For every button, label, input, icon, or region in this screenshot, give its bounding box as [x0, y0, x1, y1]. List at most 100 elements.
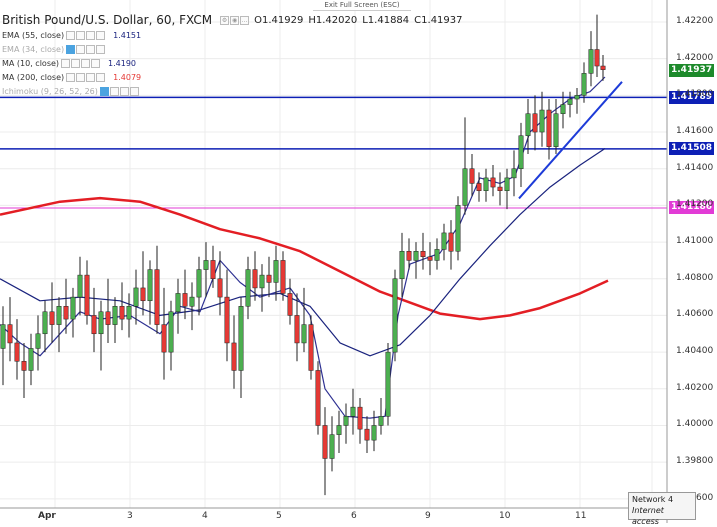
horizontal-lines[interactable]	[0, 96, 667, 209]
candle-body	[161, 324, 167, 353]
more-icon[interactable]	[129, 86, 139, 96]
candle-body	[546, 109, 552, 147]
candle-body	[224, 296, 230, 344]
indicator-controls[interactable]	[61, 58, 101, 68]
price-tick-label: 1.39800	[676, 456, 714, 467]
symbol-title[interactable]: British Pound/U.S. Dollar, 60, FXCM	[2, 13, 213, 27]
eye-icon[interactable]: ◉	[230, 15, 240, 25]
candle-body	[308, 324, 314, 371]
candle-body	[532, 113, 538, 133]
candle-body	[322, 425, 328, 459]
candle-body	[98, 311, 104, 335]
tooltip-title: Network 4	[632, 495, 674, 504]
candle-body	[350, 406, 356, 417]
eye-icon[interactable]	[71, 58, 81, 68]
close-icon[interactable]	[119, 86, 129, 96]
settings-icon[interactable]: ⚙	[220, 15, 230, 25]
trendline-support	[518, 81, 623, 200]
close-icon[interactable]	[86, 30, 96, 40]
candle-body	[63, 306, 69, 320]
candle-body	[441, 232, 447, 250]
close-icon[interactable]	[81, 58, 91, 68]
candle-body	[112, 306, 118, 325]
candle-body	[210, 260, 216, 280]
candle-body	[420, 250, 426, 258]
candle-body	[413, 250, 419, 261]
eye-icon[interactable]	[76, 72, 86, 82]
settings-icon[interactable]	[61, 58, 71, 68]
close-icon[interactable]	[86, 72, 96, 82]
eye-icon[interactable]	[76, 44, 86, 54]
price-label: 1.41789	[669, 90, 714, 104]
price-tick-label: 1.41400	[676, 162, 714, 173]
price-tick-label: 1.40200	[676, 382, 714, 393]
ohlc-low: L1.41884	[362, 14, 410, 26]
candle-body	[539, 109, 545, 133]
indicator-label[interactable]: MA (200, close)	[2, 72, 65, 82]
more-icon[interactable]	[96, 72, 106, 82]
moving-averages	[0, 76, 609, 419]
candle-body	[525, 113, 531, 136]
time-tick-label: 11	[575, 511, 587, 521]
candle-body	[238, 306, 244, 371]
candle-body	[462, 168, 468, 206]
indicator-value: 1.4079	[113, 72, 142, 82]
more-icon[interactable]	[91, 58, 101, 68]
time-tick-label: 3	[127, 511, 133, 521]
more-icon[interactable]	[96, 44, 106, 54]
settings-icon[interactable]	[66, 72, 76, 82]
settings-icon[interactable]	[99, 86, 109, 96]
time-tick-label: 4	[202, 511, 208, 521]
indicator-label[interactable]: EMA (34, close)	[2, 44, 65, 54]
candle-body	[182, 293, 188, 307]
candle-body	[434, 249, 440, 261]
eye-icon[interactable]	[76, 30, 86, 40]
eye-icon[interactable]	[109, 86, 119, 96]
candle-body	[84, 274, 90, 316]
ohlc-high: H1.42020	[308, 14, 358, 26]
indicator-label[interactable]: MA (10, close)	[2, 58, 60, 68]
candle-body	[133, 287, 139, 307]
indicator-controls[interactable]	[66, 30, 106, 40]
candle-body	[594, 49, 600, 67]
candle-body	[483, 177, 489, 191]
candle-body	[42, 311, 48, 335]
indicator-label[interactable]: Ichimoku (9, 26, 52, 26)	[2, 86, 98, 96]
candle-body	[600, 65, 606, 70]
candle-body	[203, 260, 209, 270]
candle-body	[364, 428, 370, 441]
price-label: 1.41508	[669, 142, 714, 156]
candle-body	[574, 95, 580, 100]
candle-body	[105, 311, 111, 325]
price-tick-label: 1.41800	[676, 89, 714, 100]
candle-body	[273, 260, 279, 283]
more-icon[interactable]: …	[240, 15, 250, 25]
candle-body	[476, 183, 482, 191]
candle-body	[315, 370, 321, 426]
settings-icon[interactable]	[66, 44, 76, 54]
price-tick-label: 1.41000	[676, 236, 714, 247]
candle-body	[35, 333, 41, 349]
indicator-label[interactable]: EMA (55, close)	[2, 30, 65, 40]
exit-fullscreen-hint[interactable]: Exit Full Screen (ESC)	[313, 0, 411, 11]
candle-body	[7, 324, 13, 344]
network-tooltip: Network 4 Internet access	[628, 492, 696, 526]
indicator-row: MA (200, close) 1.4079	[2, 70, 468, 84]
symbol-controls[interactable]: ⚙ ◉…	[220, 15, 250, 25]
time-tick-label: 9	[425, 511, 431, 521]
ohlc-open: O1.41929	[254, 14, 304, 26]
more-icon[interactable]	[96, 30, 106, 40]
indicator-controls[interactable]	[66, 72, 106, 82]
candle-body	[343, 416, 349, 426]
candle-body	[392, 278, 398, 353]
trendline[interactable]	[518, 81, 623, 200]
price-tick-label: 1.40000	[676, 419, 714, 430]
candle-body	[497, 186, 503, 191]
settings-icon[interactable]	[66, 30, 76, 40]
candle-body	[56, 306, 62, 325]
indicator-controls[interactable]	[66, 44, 106, 54]
indicator-controls[interactable]	[99, 86, 140, 96]
candle-body	[294, 315, 300, 344]
close-icon[interactable]	[86, 44, 96, 54]
candle-body	[245, 269, 251, 307]
